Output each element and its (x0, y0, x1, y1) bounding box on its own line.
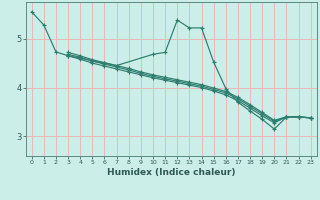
X-axis label: Humidex (Indice chaleur): Humidex (Indice chaleur) (107, 168, 236, 177)
